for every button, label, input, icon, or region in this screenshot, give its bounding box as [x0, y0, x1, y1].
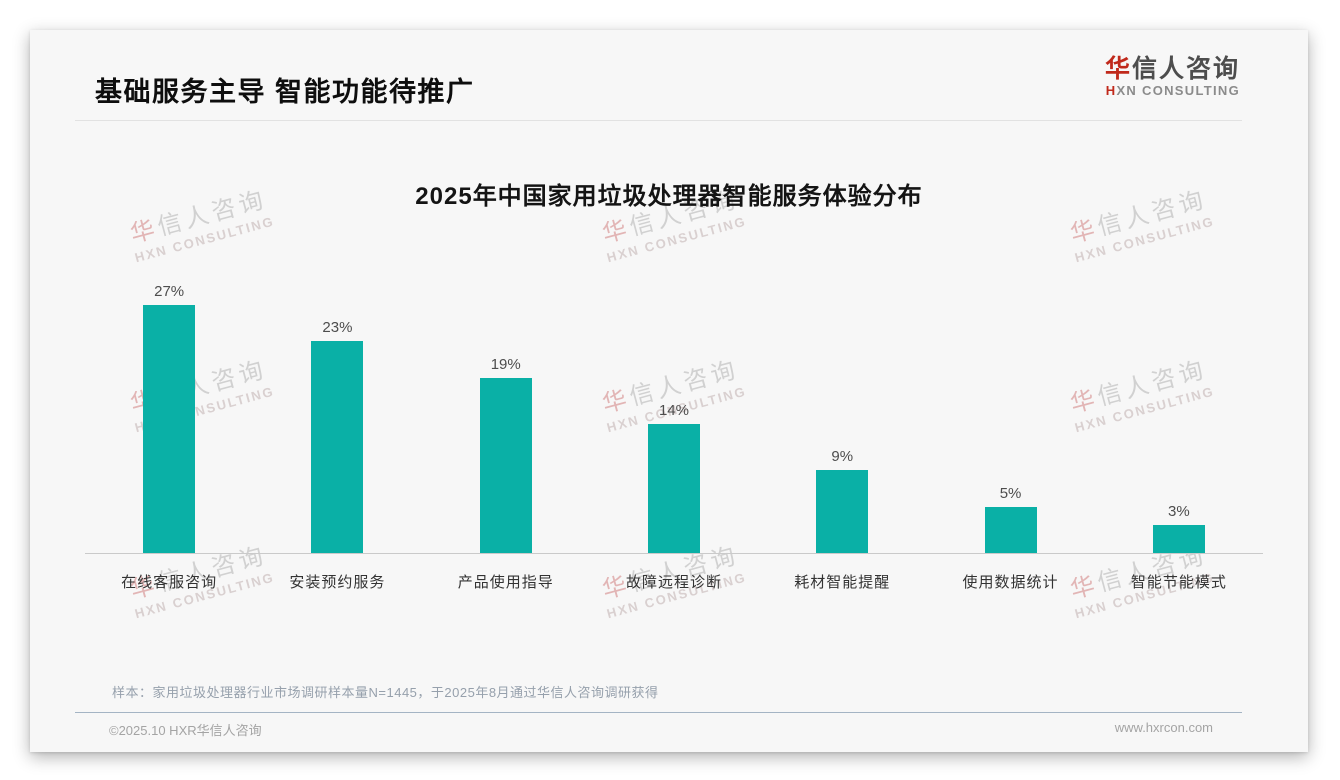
x-axis: 在线客服咨询 安装预约服务 产品使用指导 故障远程诊断 耗材智能提醒 使用数据统计 智能节能… — [85, 553, 1263, 592]
bar-slot: 19% — [422, 356, 590, 553]
bar — [1152, 525, 1205, 553]
bar-value-label: 3% — [1167, 503, 1190, 520]
bar-value-label: 5% — [999, 485, 1022, 502]
bar-slot: 14% — [590, 402, 758, 553]
logo-cn-text: 华信人咨询 — [1104, 55, 1240, 83]
bar-value-label: 23% — [322, 319, 353, 336]
bar — [984, 507, 1037, 553]
bar-slot: 3% — [1095, 503, 1263, 553]
bar-value-label: 19% — [490, 356, 521, 373]
chart-title: 2025年中国家用垃圾处理器智能服务体验分布 — [415, 183, 923, 210]
x-axis-label: 产品使用指导 — [457, 574, 554, 591]
bar-chart: 27% 23% 19% 14% 9% 5% 3% — [85, 270, 1263, 553]
x-axis-label: 耗材智能提醒 — [794, 574, 891, 591]
x-axis-label: 故障远程诊断 — [625, 574, 722, 591]
report-card: 华信人咨询 HXN CONSULTING 华信人咨询 HXN CONSULTING 华信… — [30, 30, 1308, 752]
website-text: www.hxrcon.com — [1114, 720, 1213, 735]
bar — [479, 378, 532, 553]
x-axis-label: 智能节能模式 — [1130, 574, 1227, 591]
bar-value-label: 27% — [154, 283, 185, 300]
footer-divider — [75, 712, 1242, 713]
company-logo: 华信人咨询 HXN CONSULTING — [1105, 55, 1240, 99]
footer-bar: ©2025.10 HXR华信人咨询 www.hxrcon.com — [109, 720, 1213, 739]
bar — [647, 424, 700, 553]
sample-note: 样本：家用垃圾处理器行业市场调研样本量N=1445，于2025年8月通过华信人咨… — [112, 685, 659, 700]
bar-value-label: 9% — [831, 448, 854, 465]
header-divider — [75, 120, 1242, 121]
x-axis-label: 在线客服咨询 — [121, 574, 218, 591]
logo-en-text: HXN CONSULTING — [1105, 82, 1240, 98]
page-title: 基础服务主导 智能功能待推广 — [95, 77, 475, 107]
bar-slot: 23% — [253, 319, 421, 553]
bar-slot: 27% — [85, 283, 253, 553]
bar-slot: 9% — [758, 448, 926, 553]
copyright-text: ©2025.10 HXR华信人咨询 — [109, 723, 262, 738]
bar-value-label: 14% — [658, 402, 689, 419]
bar — [143, 305, 196, 553]
bar — [816, 470, 869, 553]
bar-slot: 5% — [926, 485, 1094, 553]
x-axis-label: 使用数据统计 — [962, 574, 1059, 591]
bar — [311, 341, 364, 553]
x-axis-label: 安装预约服务 — [289, 574, 386, 591]
